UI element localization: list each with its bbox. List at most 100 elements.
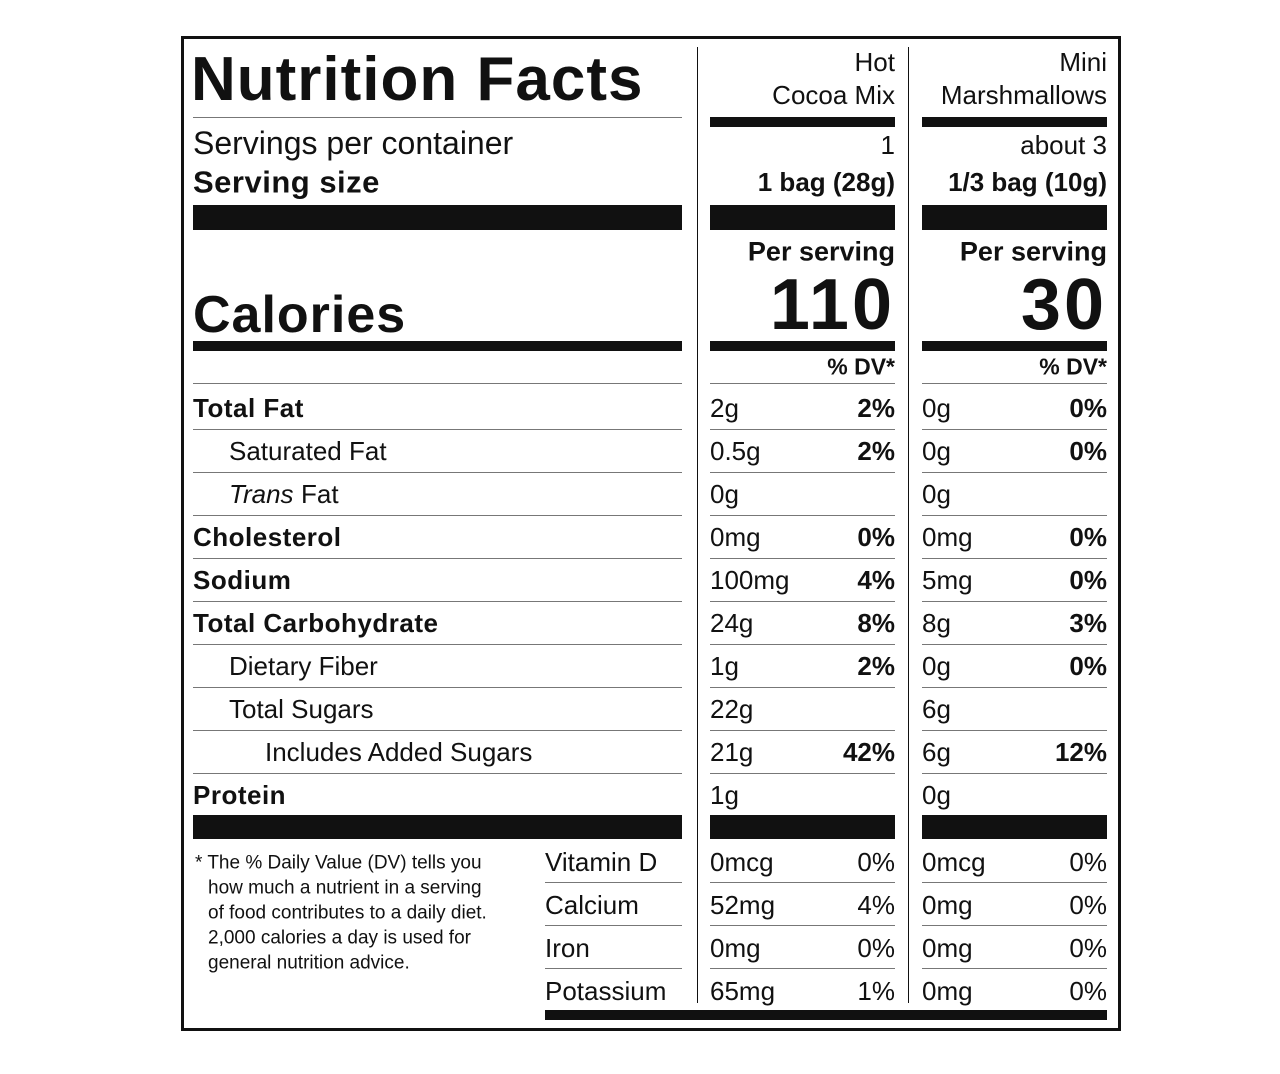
footnote-line: of food contributes to a daily diet.: [208, 902, 487, 924]
nutrient-label: Sodium: [193, 565, 292, 595]
nutrient-dv: 4%: [857, 565, 895, 595]
nutrient-dv: 3%: [1069, 608, 1107, 638]
nutrient-label: Cholesterol: [193, 522, 342, 552]
row-rule: [193, 515, 682, 516]
row-rule: [922, 515, 1107, 516]
medium-bar: [710, 341, 895, 351]
footnote-line: * The % Daily Value (DV) tells you: [195, 852, 482, 874]
vitamin-amount: 0mcg: [710, 847, 774, 877]
vitamin-dv: 1%: [857, 976, 895, 1006]
vitamin-amount: 0mg: [710, 933, 761, 963]
row-rule: [922, 644, 1107, 645]
nutrient-dv: 2%: [857, 436, 895, 466]
serving-size-value: 1 bag (28g): [757, 167, 895, 197]
nutrient-label: Total Sugars: [229, 694, 374, 724]
nutrient-amount: 0g: [922, 780, 951, 810]
nutrient-dv: 12%: [1054, 737, 1107, 767]
vitamin-label: Potassium: [545, 976, 667, 1006]
row-rule: [710, 644, 895, 645]
nutrient-dv: 42%: [842, 737, 895, 767]
vitamin-amount: 65mg: [710, 976, 776, 1006]
row-rule: [193, 601, 682, 602]
row-rule: [922, 882, 1107, 883]
footnote-line: how much a nutrient in a serving: [208, 877, 482, 899]
thin-rule: [193, 383, 682, 384]
row-rule: [193, 558, 682, 559]
row-rule: [193, 730, 682, 731]
nutrient-dv: 2%: [857, 393, 895, 423]
row-rule: [922, 730, 1107, 731]
serving-size-value: 1/3 bag (10g): [948, 167, 1107, 197]
calories-value: 110: [769, 265, 895, 345]
row-rule: [710, 601, 895, 602]
nutrient-amount: 5mg: [922, 565, 973, 595]
nutrient-dv: 0%: [1069, 393, 1107, 423]
vitamin-dv: 0%: [1069, 976, 1107, 1006]
serving-size-label: Serving size: [193, 164, 380, 200]
thin-rule: [710, 383, 895, 384]
nutrient-amount: 0g: [922, 393, 951, 423]
footnote-line: 2,000 calories a day is used for: [208, 927, 471, 949]
nutrient-dv: 0%: [1069, 522, 1107, 552]
nutrient-amount: 1g: [710, 780, 739, 810]
nutrient-amount: 22g: [710, 694, 754, 724]
vitamin-amount: 0mcg: [922, 847, 986, 877]
title: Nutrition Facts: [191, 45, 644, 114]
nutrient-amount: 100mg: [710, 565, 790, 595]
row-rule: [922, 472, 1107, 473]
row-rule: [193, 687, 682, 688]
row-rule: [545, 925, 682, 926]
nutrient-dv: 2%: [857, 651, 895, 681]
footnote-line: general nutrition advice.: [208, 952, 410, 974]
servings-value: 1: [880, 130, 895, 160]
row-rule: [545, 882, 682, 883]
column-name: Marshmallows: [940, 80, 1107, 110]
row-rule: [710, 925, 895, 926]
vitamin-dv: 4%: [857, 890, 895, 920]
vitamin-dv: 0%: [857, 847, 895, 877]
nutrient-label: Protein: [193, 780, 287, 810]
nutrient-amount: 0.5g: [710, 436, 761, 466]
row-rule: [710, 968, 895, 969]
row-rule: [922, 968, 1107, 969]
row-rule: [922, 558, 1107, 559]
column-name: Hot: [854, 47, 895, 77]
thick-bar: [193, 815, 682, 839]
column-bar: [922, 117, 1107, 127]
row-rule: [922, 429, 1107, 430]
servings-value: about 3: [1020, 130, 1107, 160]
vitamin-dv: 0%: [1069, 933, 1107, 963]
row-rule: [710, 429, 895, 430]
nutrient-label: Dietary Fiber: [229, 651, 378, 681]
nutrient-label: Fat: [301, 479, 339, 509]
nutrient-dv: 0%: [1069, 651, 1107, 681]
nutrient-amount: 21g: [710, 737, 754, 767]
nutrient-amount: 24g: [710, 608, 754, 638]
nutrient-dv: 0%: [1069, 565, 1107, 595]
calories-label: Calories: [193, 286, 407, 344]
vitamin-dv: 0%: [1069, 890, 1107, 920]
thin-rule: [922, 383, 1107, 384]
row-rule: [922, 773, 1107, 774]
nutrient-dv: 0%: [857, 522, 895, 552]
nutrient-amount: 0g: [710, 479, 739, 509]
vitamin-amount: 0mg: [922, 976, 973, 1006]
vitamin-amount: 52mg: [710, 890, 776, 920]
row-rule: [193, 773, 682, 774]
nutrient-amount: 1g: [710, 651, 739, 681]
per-serving: Per serving: [959, 236, 1107, 267]
nutrient-amount: 0g: [922, 651, 951, 681]
row-rule: [710, 472, 895, 473]
thick-bar: [922, 815, 1107, 839]
vitamin-amount: 0mg: [922, 890, 973, 920]
calories-value: 30: [1020, 265, 1107, 345]
row-rule: [710, 558, 895, 559]
row-rule: [922, 687, 1107, 688]
nutrient-label: Total Carbohydrate: [193, 608, 439, 638]
row-rule: [193, 644, 682, 645]
row-rule: [545, 968, 682, 969]
servings-label: Servings per container: [193, 125, 514, 161]
row-rule: [710, 882, 895, 883]
row-rule: [710, 687, 895, 688]
